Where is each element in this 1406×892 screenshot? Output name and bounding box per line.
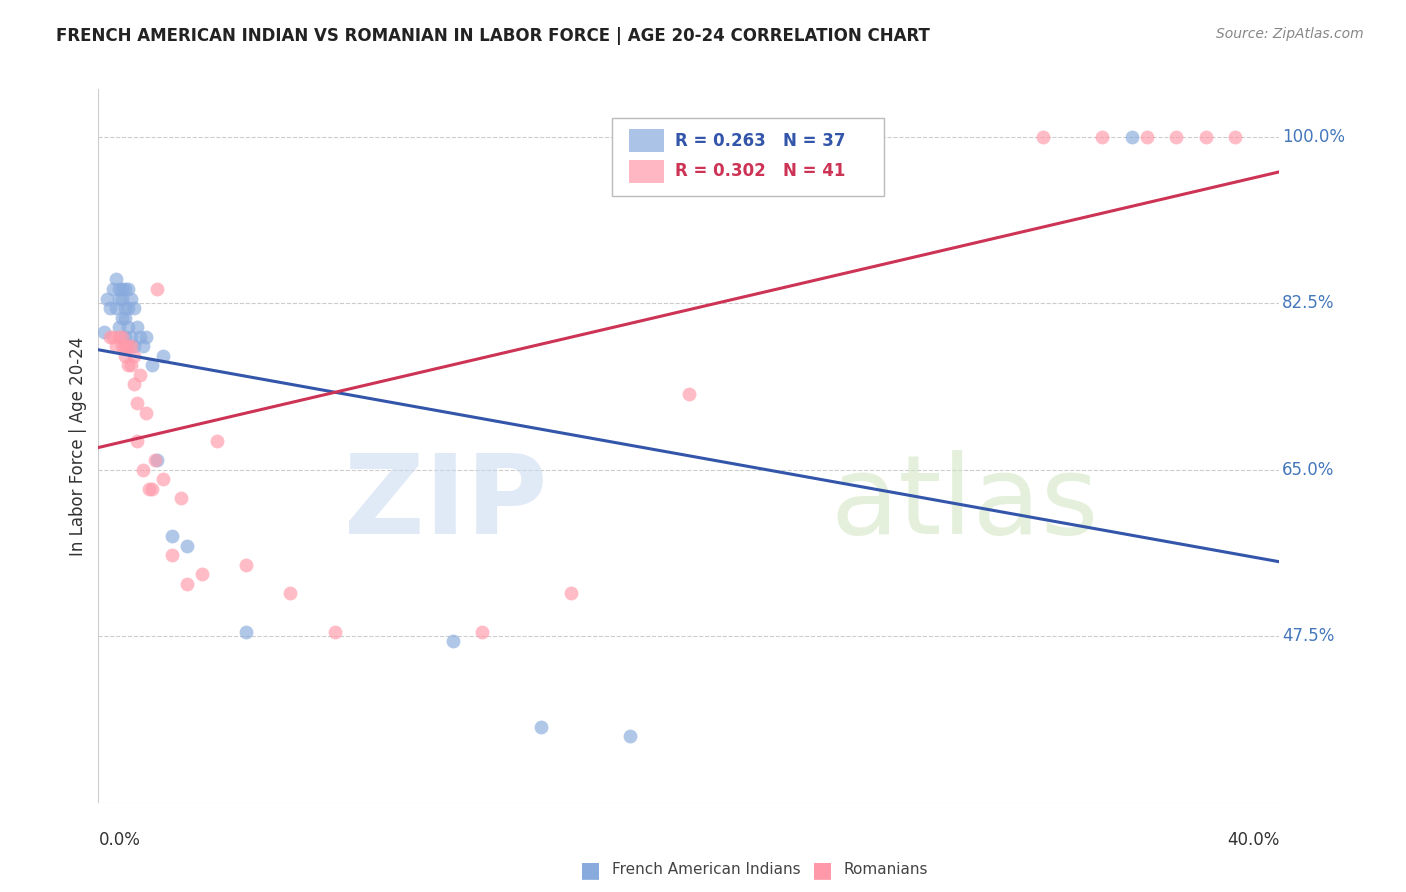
- Point: [108, 320, 131, 334]
- FancyBboxPatch shape: [628, 160, 664, 183]
- Text: 47.5%: 47.5%: [1282, 627, 1334, 645]
- Point: [122, 349, 145, 363]
- Text: ZIP: ZIP: [344, 450, 547, 557]
- Point: [152, 472, 174, 486]
- Point: [176, 539, 198, 553]
- Point: [93, 325, 115, 339]
- Point: [98, 301, 121, 315]
- Point: [162, 529, 183, 543]
- Point: [111, 292, 134, 306]
- Point: [560, 586, 582, 600]
- Point: [128, 368, 150, 382]
- Point: [122, 377, 145, 392]
- Point: [135, 329, 157, 343]
- Point: [138, 482, 160, 496]
- Point: [132, 463, 155, 477]
- Point: [108, 292, 131, 306]
- Point: [152, 349, 174, 363]
- Point: [111, 282, 134, 296]
- Point: [205, 434, 228, 449]
- Y-axis label: In Labor Force | Age 20-24: In Labor Force | Age 20-24: [69, 336, 87, 556]
- Text: 82.5%: 82.5%: [1282, 294, 1334, 312]
- FancyBboxPatch shape: [628, 129, 664, 152]
- Point: [170, 491, 193, 506]
- Point: [1032, 129, 1054, 144]
- Point: [1121, 129, 1143, 144]
- Point: [117, 301, 139, 315]
- Point: [278, 586, 302, 600]
- Point: [98, 329, 121, 343]
- Text: 100.0%: 100.0%: [1282, 128, 1344, 145]
- Point: [96, 292, 118, 306]
- Point: [114, 349, 136, 363]
- Point: [530, 720, 553, 734]
- Text: Source: ZipAtlas.com: Source: ZipAtlas.com: [1216, 27, 1364, 41]
- Point: [162, 549, 183, 563]
- Point: [235, 558, 257, 572]
- Text: atlas: atlas: [831, 450, 1099, 557]
- Point: [111, 329, 134, 343]
- Text: 0.0%: 0.0%: [98, 831, 141, 849]
- Point: [441, 634, 464, 648]
- Point: [323, 624, 346, 639]
- Point: [117, 320, 139, 334]
- Point: [114, 301, 136, 315]
- Text: 40.0%: 40.0%: [1227, 831, 1279, 849]
- Text: ■: ■: [813, 860, 832, 880]
- Point: [1135, 129, 1157, 144]
- Point: [135, 406, 157, 420]
- Point: [120, 329, 142, 343]
- Point: [105, 301, 128, 315]
- Text: 65.0%: 65.0%: [1282, 461, 1334, 479]
- Point: [471, 624, 494, 639]
- Point: [103, 329, 125, 343]
- Point: [619, 729, 641, 743]
- Point: [191, 567, 214, 582]
- Point: [141, 358, 163, 372]
- Point: [105, 339, 128, 353]
- Point: [117, 339, 139, 353]
- Point: [114, 339, 136, 353]
- Point: [125, 396, 148, 410]
- Point: [146, 453, 169, 467]
- Text: Romanians: Romanians: [844, 863, 928, 877]
- FancyBboxPatch shape: [612, 118, 884, 196]
- Point: [122, 339, 145, 353]
- Point: [235, 624, 257, 639]
- Point: [103, 282, 125, 296]
- Point: [120, 292, 142, 306]
- Point: [125, 434, 148, 449]
- Point: [143, 453, 166, 467]
- Point: [176, 577, 198, 591]
- Point: [128, 329, 150, 343]
- Point: [146, 282, 169, 296]
- Point: [111, 310, 134, 325]
- Point: [120, 358, 142, 372]
- Point: [105, 272, 128, 286]
- Point: [122, 301, 145, 315]
- Point: [132, 339, 155, 353]
- Point: [141, 482, 163, 496]
- Point: [111, 339, 134, 353]
- Point: [1164, 129, 1187, 144]
- Point: [1091, 129, 1114, 144]
- Point: [125, 320, 148, 334]
- Point: [120, 339, 142, 353]
- Point: [117, 282, 139, 296]
- Point: [114, 282, 136, 296]
- Text: FRENCH AMERICAN INDIAN VS ROMANIAN IN LABOR FORCE | AGE 20-24 CORRELATION CHART: FRENCH AMERICAN INDIAN VS ROMANIAN IN LA…: [56, 27, 931, 45]
- Text: French American Indians: French American Indians: [612, 863, 800, 877]
- Text: ■: ■: [581, 860, 600, 880]
- Point: [1223, 129, 1246, 144]
- Point: [108, 282, 131, 296]
- Text: R = 0.302   N = 41: R = 0.302 N = 41: [675, 162, 845, 180]
- Point: [114, 329, 136, 343]
- Text: R = 0.263   N = 37: R = 0.263 N = 37: [675, 132, 845, 150]
- Point: [1195, 129, 1218, 144]
- Point: [678, 386, 700, 401]
- Point: [114, 310, 136, 325]
- Point: [108, 329, 131, 343]
- Point: [117, 358, 139, 372]
